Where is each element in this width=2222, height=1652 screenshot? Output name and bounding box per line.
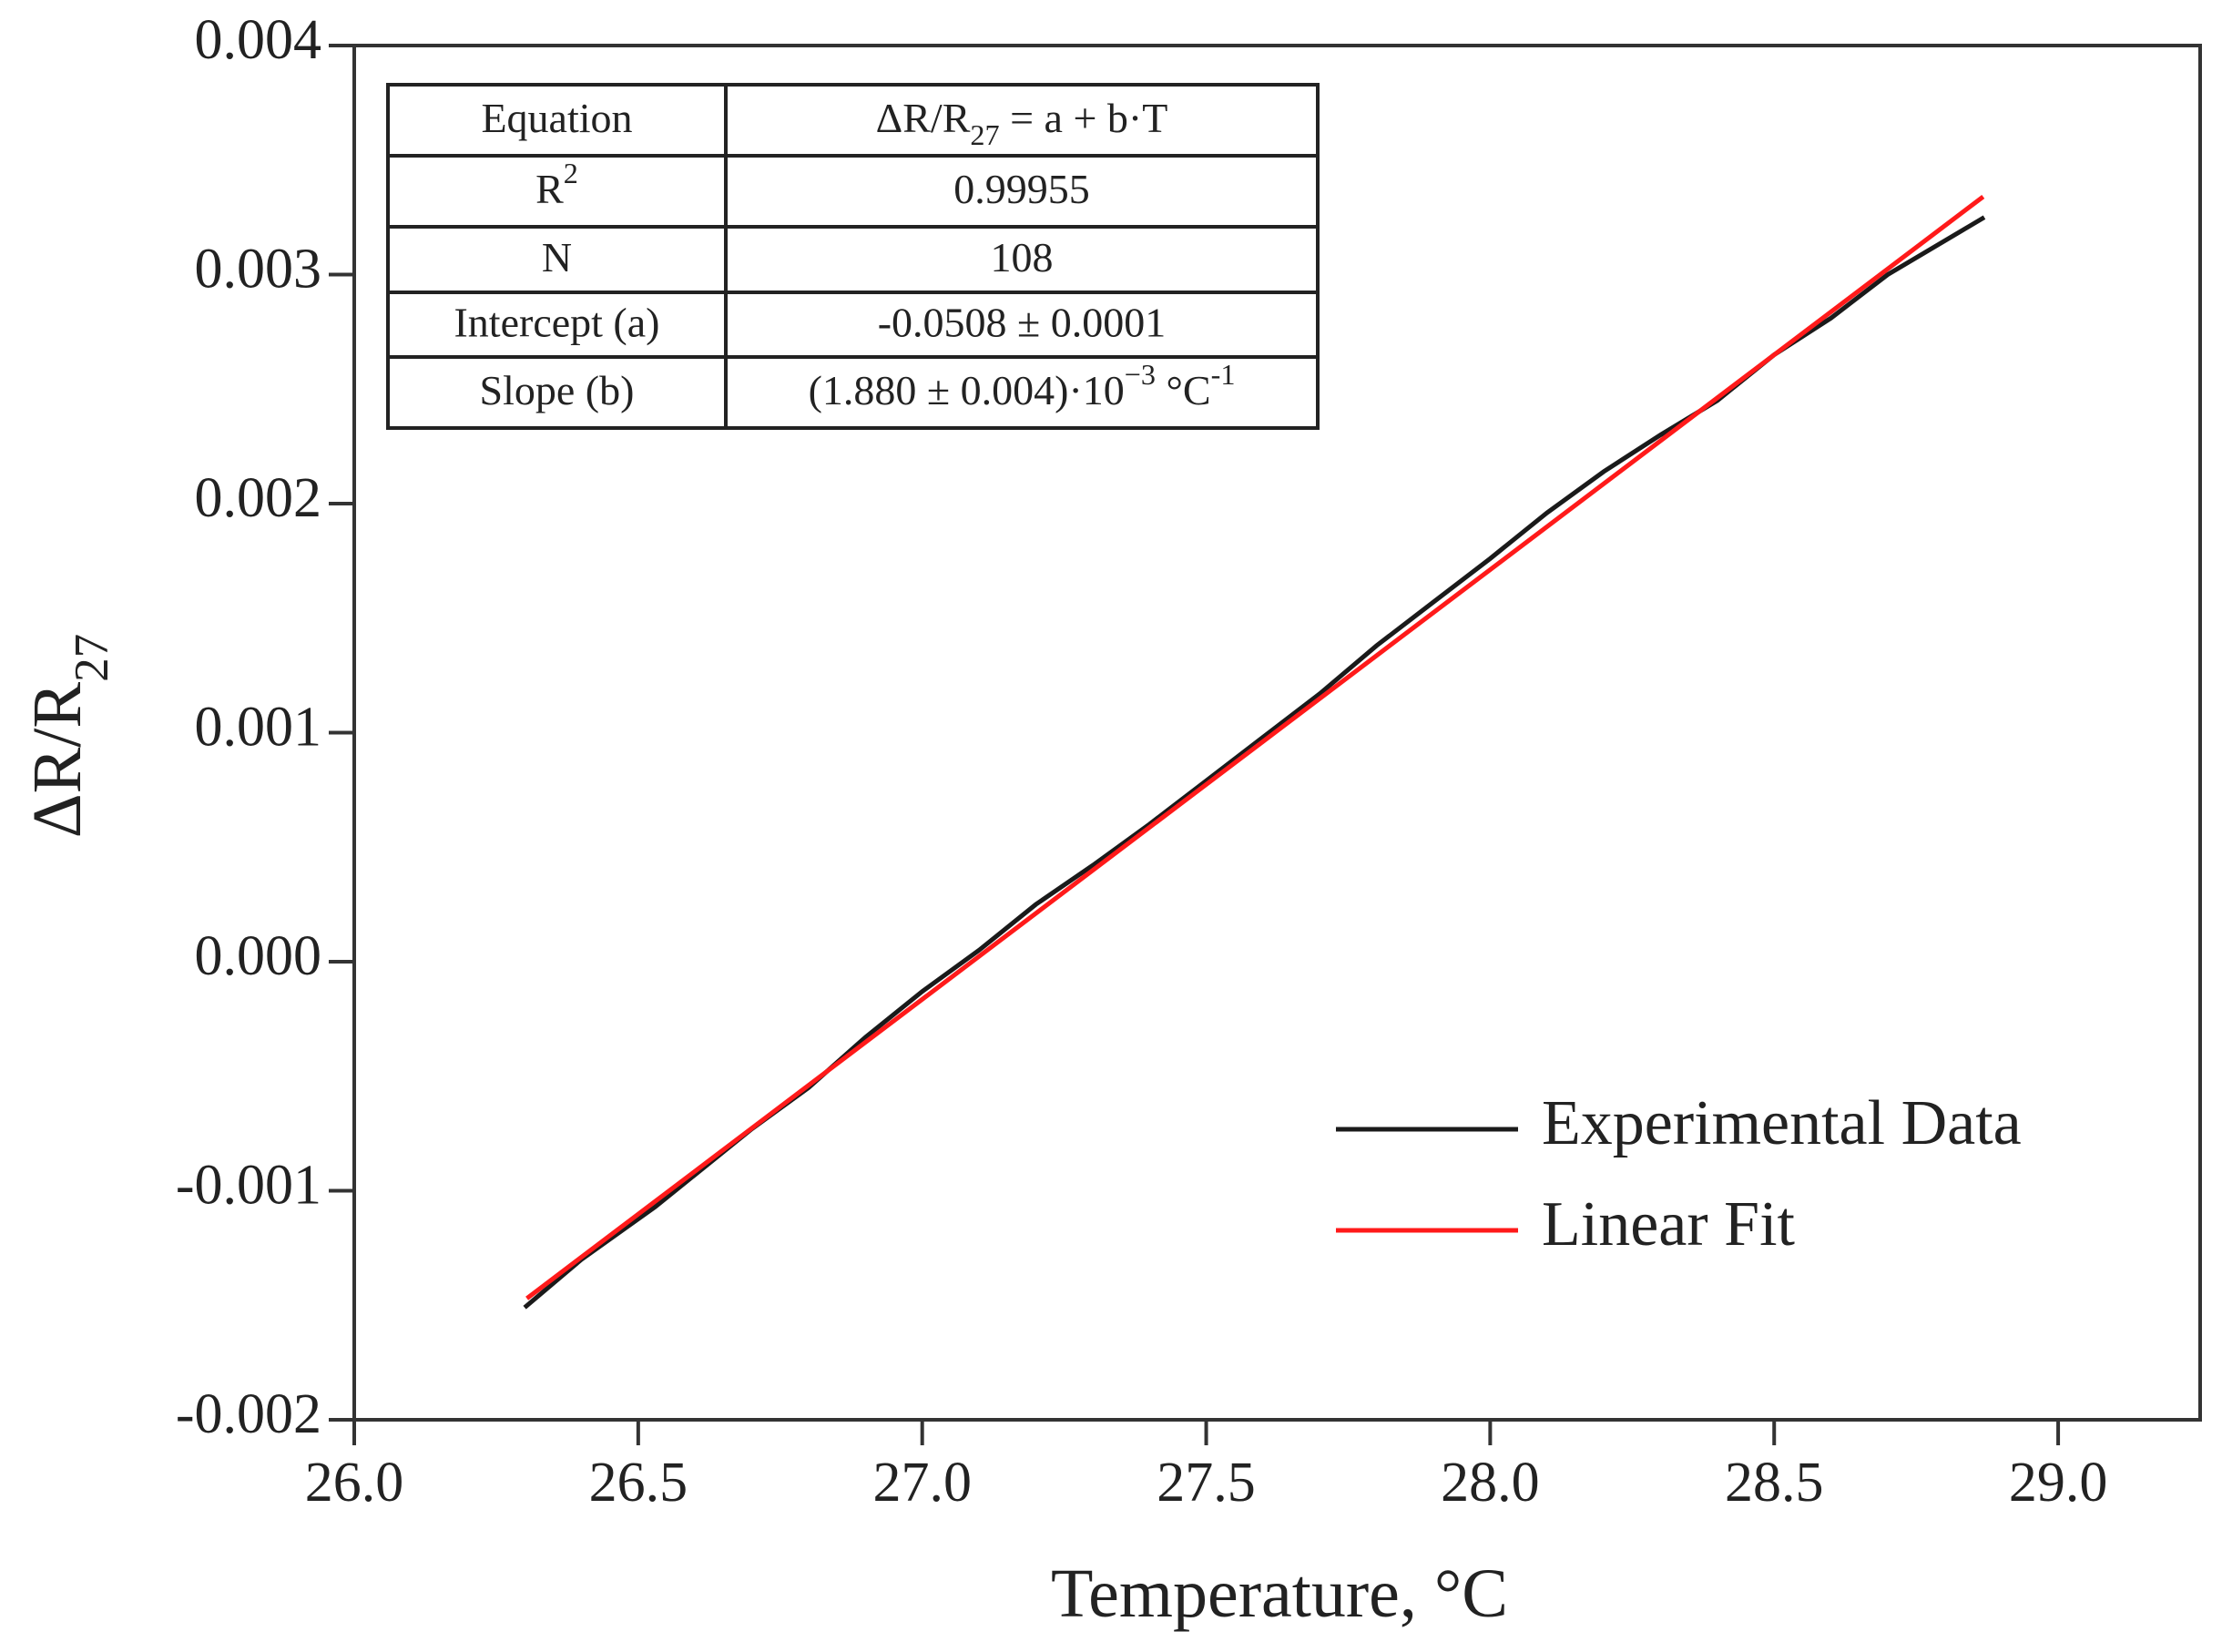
- x-tick-label: 27.0: [872, 1452, 972, 1514]
- table-cell: 108: [991, 234, 1054, 280]
- y-tick-label: 0.003: [195, 239, 322, 301]
- text-run: N: [542, 234, 572, 280]
- x-tick-label: 27.5: [1157, 1452, 1256, 1514]
- y-tick-label: 0.004: [195, 9, 322, 71]
- table-cell: ΔR/R27 = a + b·T: [876, 95, 1168, 152]
- x-axis-title: Temperature, °C: [1051, 1555, 1508, 1632]
- text-run: -0.0508 ± 0.0001: [878, 299, 1167, 345]
- text-run: ΔR/R: [19, 682, 96, 839]
- table-frame: [386, 83, 1320, 430]
- text-run: = a + b·T: [1000, 95, 1168, 141]
- table-cell: N: [542, 234, 572, 280]
- text-run: Equation: [481, 95, 632, 141]
- table-cell: (1.880 ± 0.004)·10−3 °C-1: [809, 358, 1236, 413]
- y-tick-label: -0.002: [176, 1383, 321, 1445]
- y-tick-label: 0.000: [195, 925, 322, 987]
- fit-table: Equation ΔR/R27 = a + b·T R2 0.99955 N 108 Int…: [386, 83, 1320, 430]
- x-tick-label: 26.5: [589, 1452, 688, 1514]
- table-cell: Equation: [481, 95, 632, 141]
- y-tick-label: 0.002: [195, 467, 322, 529]
- text-run: (1.880 ± 0.004)·10: [809, 367, 1125, 413]
- text-run: °C: [1156, 367, 1211, 413]
- x-tick-label: 26.0: [305, 1452, 404, 1514]
- table-cell: 0.99955: [953, 166, 1090, 212]
- text-run: 2: [564, 157, 578, 189]
- text-run: R: [535, 166, 564, 212]
- text-run: Intercept (a): [454, 299, 659, 345]
- y-axis-title: ΔR/R27: [19, 634, 118, 839]
- x-tick-label: 28.0: [1441, 1452, 1540, 1514]
- text-run: −3: [1125, 358, 1156, 391]
- y-tick-label: 0.001: [195, 697, 322, 759]
- table-cell: R2: [535, 157, 578, 211]
- text-run: -1: [1211, 358, 1236, 391]
- legend-label: Linear Fit: [1542, 1189, 1796, 1259]
- text-run: 27: [65, 634, 118, 682]
- table-cell: -0.0508 ± 0.0001: [878, 299, 1167, 345]
- table-cell: Intercept (a): [454, 299, 659, 345]
- text-run: 0.99955: [953, 166, 1090, 212]
- table-cell: Slope (b): [480, 367, 635, 413]
- legend-label: Experimental Data: [1542, 1088, 2022, 1158]
- x-tick-label: 29.0: [2009, 1452, 2108, 1514]
- text-run: ΔR/R: [876, 95, 971, 141]
- y-tick-label: -0.001: [176, 1155, 321, 1217]
- text-run: Slope (b): [480, 367, 635, 413]
- x-tick-label: 28.5: [1725, 1452, 1824, 1514]
- text-run: 108: [991, 234, 1054, 280]
- text-run: 27: [970, 118, 999, 151]
- data-line: [525, 194, 1985, 1300]
